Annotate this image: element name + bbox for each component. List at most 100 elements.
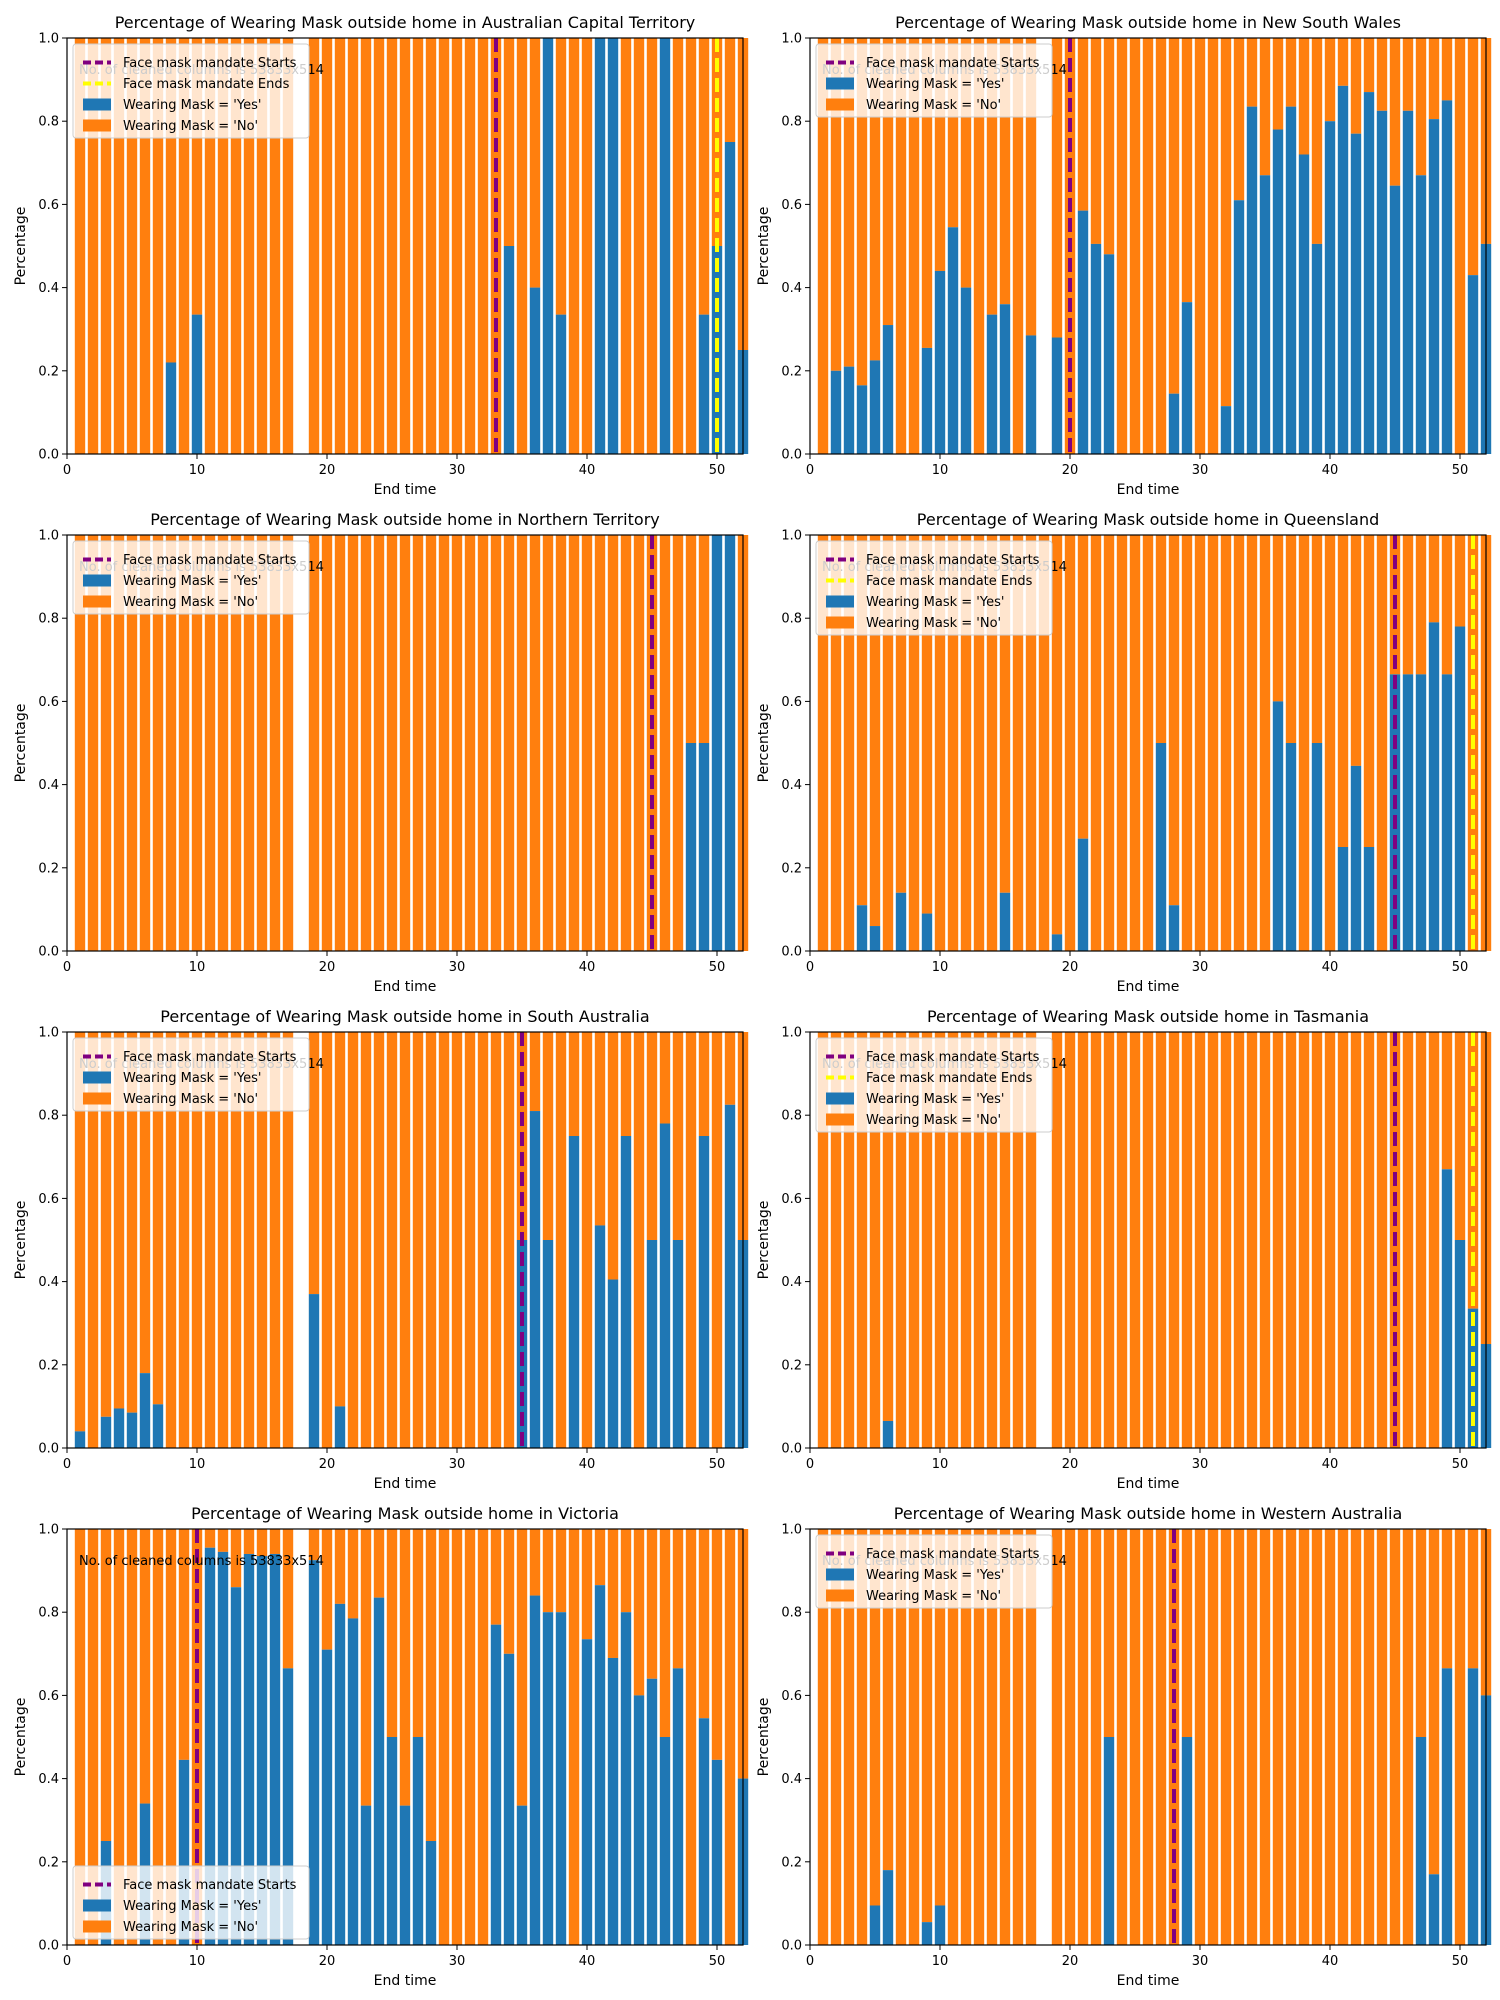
bar-no (1467, 1032, 1479, 1309)
bar-yes (724, 142, 736, 454)
legend: Face mask mandate Starts Wearing Mask = '… (72, 1037, 310, 1112)
bar-yes (1337, 847, 1349, 951)
bar-yes (999, 892, 1011, 951)
bar-no (464, 38, 476, 454)
bar-yes (490, 1624, 502, 1945)
y-axis-label: Percentage (756, 1698, 772, 1777)
legend-yes-swatch (83, 1071, 111, 1084)
plot-frame (66, 1528, 744, 1946)
bar-no (869, 38, 881, 361)
legend-box (815, 1534, 1053, 1609)
bar-yes (1428, 119, 1440, 455)
bar-no (555, 1529, 567, 1613)
bar-no (1233, 38, 1245, 201)
bar-no (947, 1032, 959, 1448)
bar-no (139, 1529, 151, 1804)
bar-yes (1428, 622, 1440, 951)
bar-no (399, 535, 411, 951)
bar-no (74, 1529, 86, 1945)
bar-no (282, 1529, 294, 1669)
bar-no (87, 535, 99, 951)
bar-no (308, 1529, 320, 1561)
bar-no (882, 535, 894, 951)
bar-no (672, 1032, 684, 1240)
legend-label: Wearing Mask = 'No' (866, 1589, 1001, 1604)
bar-no (1285, 38, 1297, 107)
bar-yes (882, 1870, 894, 1945)
bar-no (1272, 1529, 1284, 1945)
bar-no (724, 1032, 736, 1105)
y-tick-label: 0.4 (781, 778, 802, 793)
bar-no (204, 535, 216, 951)
legend-no-swatch (83, 1920, 111, 1933)
bar-no (882, 1529, 894, 1871)
bar-yes (74, 1431, 86, 1448)
legend-label: Wearing Mask = 'Yes' (866, 1568, 1004, 1583)
bar-no (412, 38, 424, 454)
bar-no (1428, 1032, 1440, 1448)
bar-no (895, 38, 907, 454)
bar-no (1337, 535, 1349, 847)
bar-yes (373, 1597, 385, 1945)
bar-yes (1415, 674, 1427, 951)
bar-no (1376, 1032, 1388, 1448)
bar-no (425, 1032, 437, 1448)
bar-yes (1311, 743, 1323, 951)
bar-no (490, 1529, 502, 1625)
y-axis-label: Percentage (13, 1201, 29, 1280)
bar-yes (1350, 133, 1362, 454)
x-tick-label: 40 (1322, 960, 1339, 975)
bar-no (934, 1032, 946, 1448)
bar-no (568, 535, 580, 951)
chart-title: Percentage of Wearing Mask outside home … (150, 510, 659, 529)
bar-no (438, 1032, 450, 1448)
bar-no (1025, 1032, 1037, 1448)
bar-no (191, 535, 203, 951)
bar-yes (1376, 110, 1388, 455)
bar-yes (1441, 100, 1453, 455)
y-tick-label: 0.8 (781, 115, 802, 130)
legend-yes-swatch (826, 1568, 854, 1581)
legend-label: Wearing Mask = 'No' (866, 1113, 1001, 1128)
bar-yes (607, 1279, 619, 1448)
bar-yes (1077, 210, 1089, 454)
legend-box (815, 540, 1053, 636)
bar-no (451, 535, 463, 951)
x-tick-label: 10 (189, 1954, 206, 1969)
y-tick-label: 0.4 (38, 778, 59, 793)
chart-panel: 0 10 20 30 40 50 0.0 0.2 0.4 0.6 0.8 1.0 Percentage … (13, 1504, 749, 1989)
bar-yes (1025, 335, 1037, 454)
bar-no (986, 1529, 998, 1945)
bar-no (659, 535, 671, 951)
chart-panel: 0 10 20 30 40 50 0.0 0.2 0.4 0.6 0.8 1.0 Percentage … (756, 510, 1492, 995)
x-tick-label: 40 (579, 1457, 596, 1472)
bar-yes (659, 1123, 671, 1448)
bar-yes (711, 535, 723, 951)
bar-no (165, 38, 177, 363)
bar-no (1454, 1032, 1466, 1240)
bar-yes (856, 385, 868, 454)
x-tick-label: 10 (189, 960, 206, 975)
bar-no (1454, 1529, 1466, 1945)
y-tick-label: 0.0 (38, 1939, 59, 1954)
bar-no (256, 1529, 268, 1557)
bar-no (100, 1032, 112, 1417)
bar-no (412, 1529, 424, 1737)
bar-no (869, 535, 881, 927)
x-tick-label: 0 (63, 1457, 71, 1472)
bar-no (204, 1032, 216, 1448)
x-tick-label: 50 (709, 463, 726, 478)
x-axis-label: End time (1117, 1476, 1180, 1492)
plot-frame (809, 37, 1487, 455)
bar-no (503, 1529, 515, 1654)
bar-yes (711, 1759, 723, 1945)
bar-no (256, 1032, 268, 1448)
bar-no (1298, 1529, 1310, 1945)
bar-yes (1051, 934, 1063, 951)
x-tick-label: 20 (319, 1457, 336, 1472)
bar-no (1376, 1529, 1388, 1945)
bar-no (960, 1529, 972, 1945)
y-tick-label: 0.4 (781, 1772, 802, 1787)
x-axis-label: End time (374, 979, 437, 995)
bar-no (1376, 38, 1388, 111)
